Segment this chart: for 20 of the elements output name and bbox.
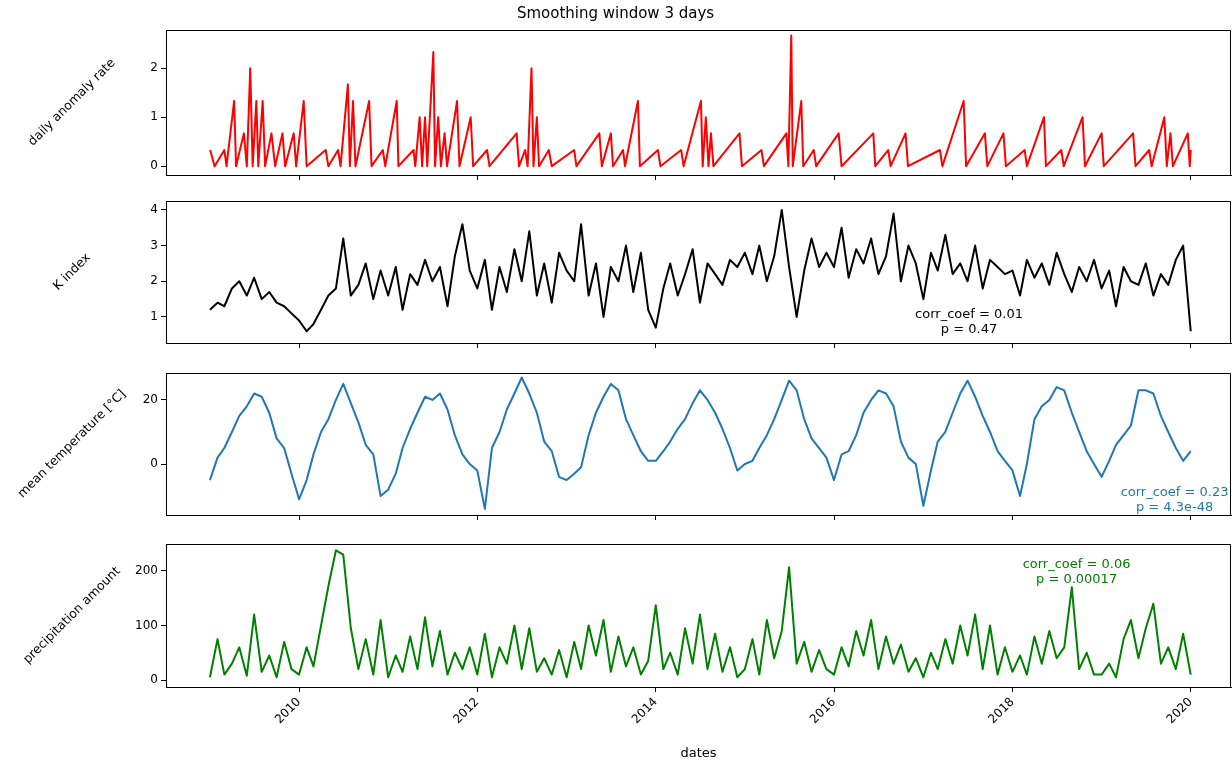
y-tick-label: 0 [150, 158, 158, 173]
y-tick-label: 1 [150, 109, 158, 124]
y-tick-label: 0 [150, 672, 158, 687]
annotation: p = 4.3e-48 [1135, 499, 1214, 515]
y-tick-label: 2 [150, 273, 158, 288]
annotation: p = 0.47 [940, 320, 998, 336]
annotation: corr_coef = 0.23 [1120, 484, 1229, 500]
y-tick-label: 2 [150, 60, 158, 75]
y-tick-label: 20 [142, 392, 158, 407]
annotation: p = 0.00017 [1035, 571, 1118, 587]
y-tick-label: 0 [150, 456, 158, 471]
y-tick-label: 1 [150, 309, 158, 324]
y-tick-label: 4 [150, 202, 158, 217]
x-axis-title: dates [680, 744, 717, 760]
y-tick-label: 100 [135, 617, 158, 632]
annotation: corr_coef = 0.01 [915, 305, 1023, 321]
annotation: corr_coef = 0.06 [1022, 556, 1131, 572]
chart-title: Smoothing window 3 days [516, 3, 715, 22]
y-tick-label: 3 [150, 237, 158, 252]
y-tick-label: 200 [135, 563, 158, 578]
